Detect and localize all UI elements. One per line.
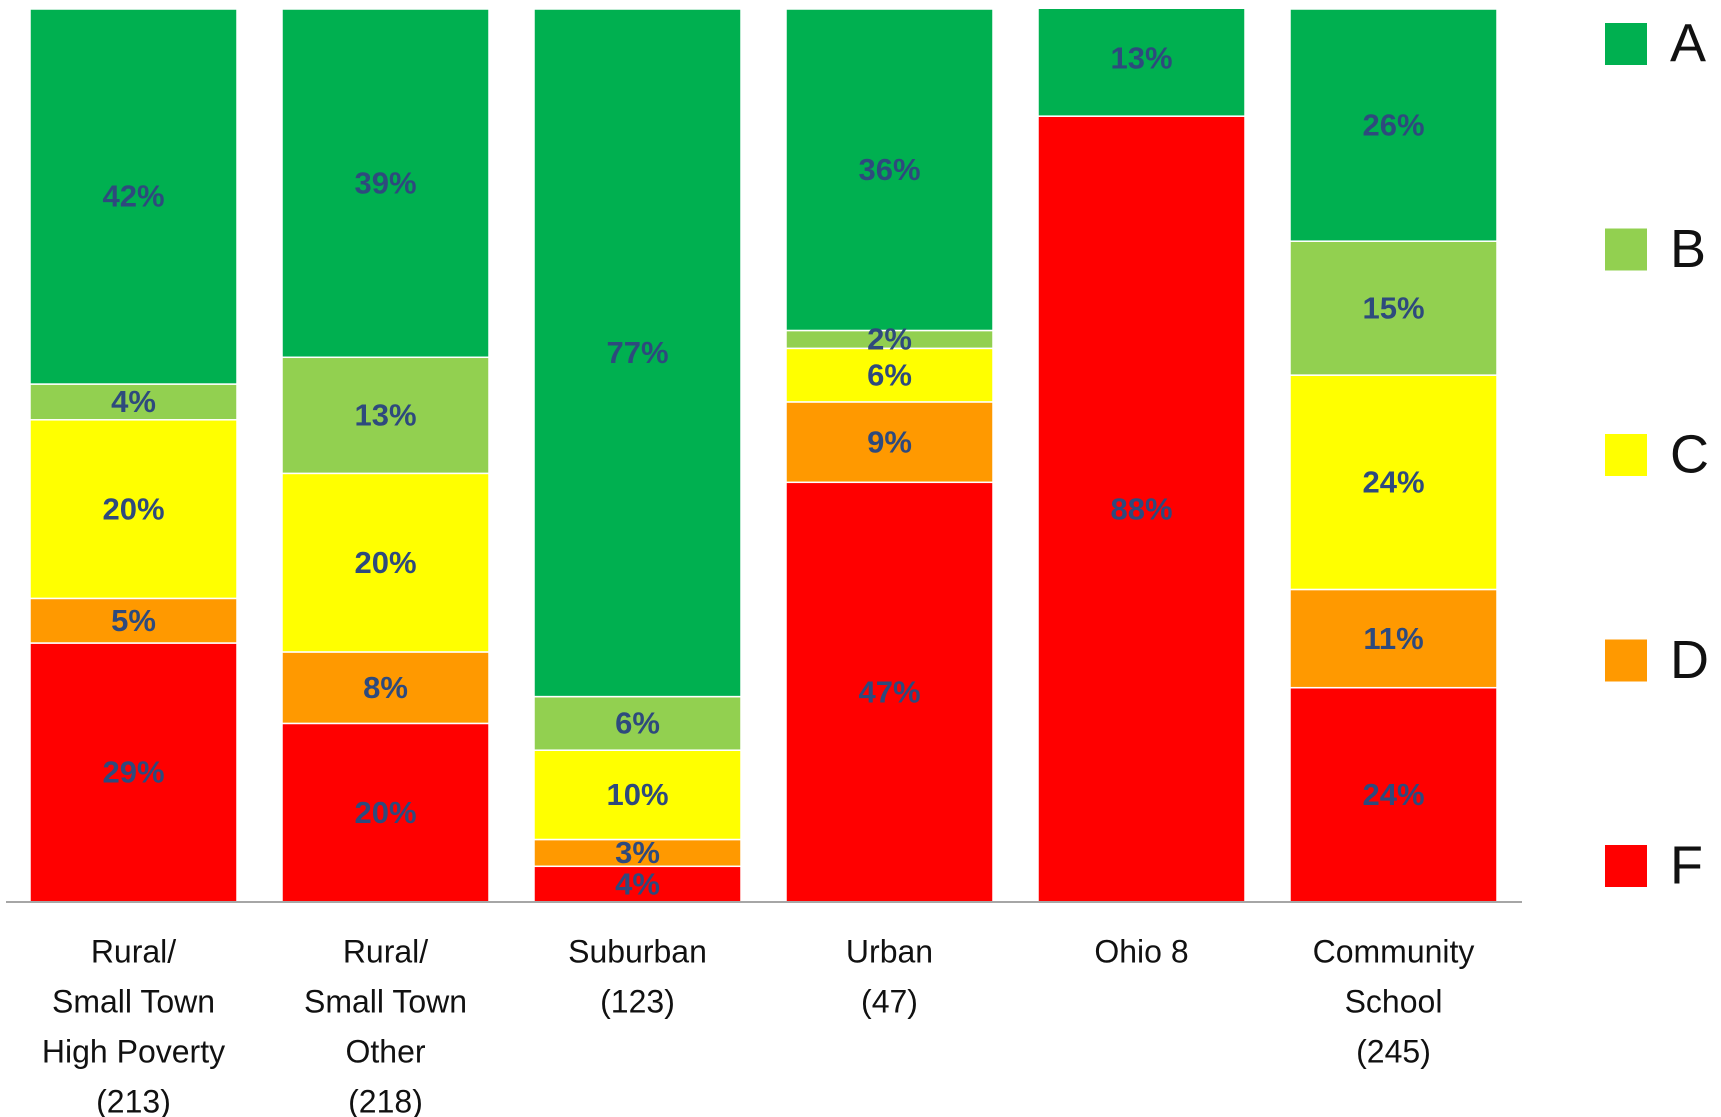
x-tick-label: Rural/ (343, 933, 428, 969)
legend-swatch (1605, 845, 1647, 887)
x-tick-label: Small Town (304, 983, 467, 1019)
bar-segment (29, 383, 238, 421)
bar-segment (281, 472, 490, 653)
x-tick-label: (47) (861, 983, 918, 1019)
x-tick-label: School (1345, 983, 1443, 1019)
legend-swatch (1605, 639, 1647, 682)
data-label: 4% (111, 384, 156, 419)
data-label: 88% (1110, 491, 1172, 526)
data-label: 10% (606, 777, 668, 812)
legend-label: D (1670, 630, 1709, 690)
bar-segment (1037, 9, 1246, 117)
data-label: 6% (867, 357, 912, 392)
x-tick-label: (245) (1356, 1033, 1431, 1069)
data-label: 20% (354, 545, 416, 580)
data-label: 77% (606, 335, 668, 370)
data-label: 20% (354, 795, 416, 830)
data-label: 5% (111, 603, 156, 638)
data-label: 6% (615, 706, 660, 741)
data-label: 47% (858, 674, 920, 709)
x-tick-label: Small Town (52, 983, 215, 1019)
data-label: 29% (102, 755, 164, 790)
bar-segment (533, 9, 742, 698)
data-label: 8% (363, 670, 408, 705)
bar-segment (281, 651, 490, 725)
legend-label: C (1670, 424, 1709, 484)
x-tick-label: (218) (348, 1083, 423, 1117)
bar-segment (1289, 374, 1498, 591)
legend-label: F (1670, 835, 1703, 895)
x-tick-label: Other (345, 1033, 425, 1069)
bar-segment (1289, 686, 1498, 903)
bar-segment (533, 695, 742, 751)
data-label: 9% (867, 424, 912, 459)
data-label: 39% (354, 165, 416, 200)
data-label: 42% (102, 179, 164, 214)
bar-segment (1289, 240, 1498, 376)
data-label: 4% (615, 866, 660, 901)
data-label: 24% (1362, 464, 1424, 499)
bar-segment (785, 401, 994, 484)
bar-segment (281, 722, 490, 903)
bar-segment (785, 481, 994, 903)
bar-segment (281, 356, 490, 475)
data-label: 2% (867, 322, 912, 357)
data-label: 11% (1363, 621, 1423, 656)
bar-segment (785, 347, 994, 403)
data-label: 24% (1362, 777, 1424, 812)
bar-segment (785, 9, 994, 332)
bar-segment (29, 597, 238, 644)
bar-segment (1289, 9, 1498, 242)
legend-swatch (1605, 434, 1647, 476)
bar-segment (29, 9, 238, 385)
x-tick-label: (213) (96, 1083, 171, 1117)
x-tick-label: Ohio 8 (1094, 933, 1188, 969)
x-tick-label: (123) (600, 983, 675, 1019)
bar-segment (533, 838, 742, 868)
data-label: 26% (1362, 107, 1424, 142)
x-tick-label: Community (1313, 933, 1475, 969)
bar-segment (1037, 115, 1246, 903)
bar-segment (29, 642, 238, 903)
legend-label: B (1670, 219, 1706, 279)
data-label: 36% (858, 152, 920, 187)
x-tick-label: Rural/ (91, 933, 176, 969)
bar-segment (1289, 588, 1498, 689)
legend-label: A (1670, 13, 1706, 73)
bar-segment (533, 749, 742, 841)
plot-area (29, 9, 1498, 903)
data-label: 13% (1110, 40, 1172, 75)
x-tick-label: Suburban (568, 933, 707, 969)
legend-swatch (1605, 23, 1647, 65)
bar-segment (281, 9, 490, 359)
legend-swatch (1605, 228, 1647, 271)
x-tick-label: High Poverty (42, 1033, 225, 1069)
data-label: 15% (1362, 290, 1424, 325)
x-tick-label: Urban (846, 933, 933, 969)
data-label: 13% (354, 398, 416, 433)
data-label: 3% (615, 835, 660, 870)
data-label: 20% (102, 491, 164, 526)
